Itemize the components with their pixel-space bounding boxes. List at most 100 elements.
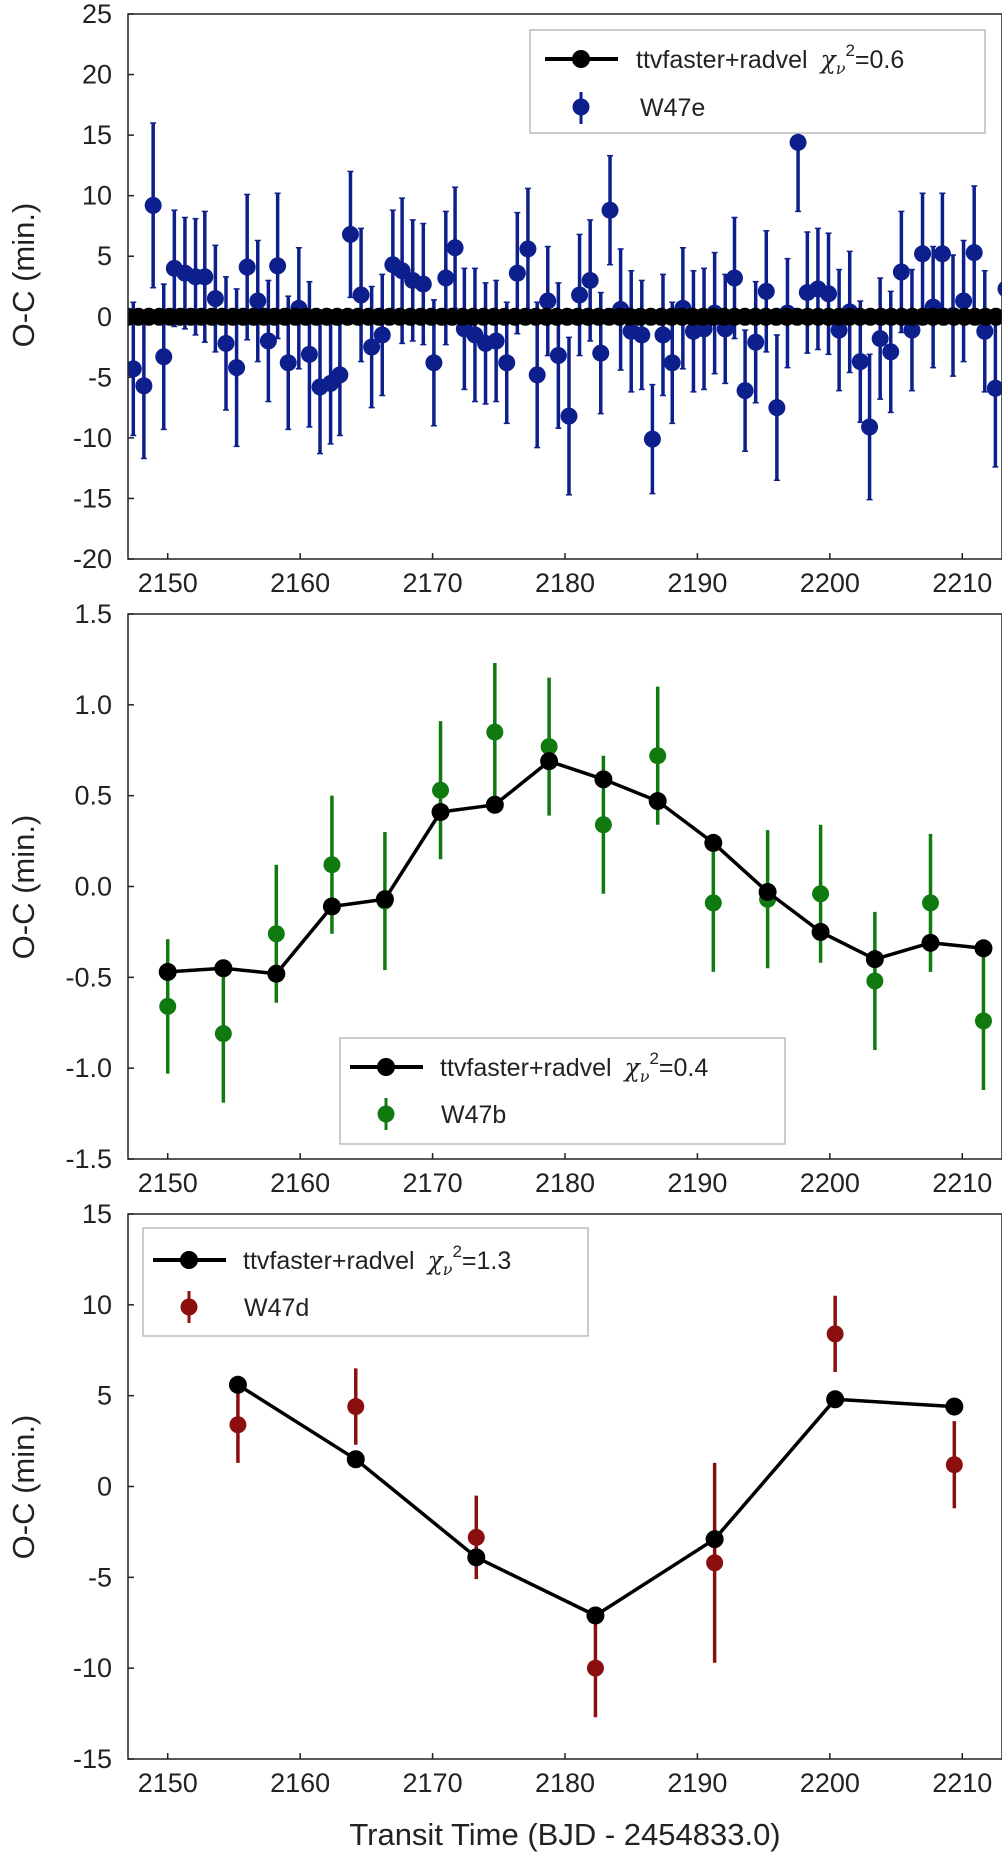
- data-point: [144, 196, 162, 214]
- x-tick-label: 2210: [932, 568, 992, 598]
- data-point: [663, 354, 681, 372]
- data-point: [217, 334, 235, 352]
- data-point: [539, 292, 557, 310]
- model-series: [158, 752, 993, 983]
- model-point: [346, 1450, 365, 1469]
- data-point: [528, 366, 546, 384]
- data-point: [267, 925, 285, 943]
- model-point: [214, 959, 233, 978]
- legend-box: [529, 29, 986, 134]
- legend-model-marker: [572, 50, 590, 68]
- data-point: [508, 264, 526, 282]
- legend-model-label: ttvfaster+radvel χν2=0.6: [636, 41, 904, 78]
- x-tick-label: 2190: [667, 1168, 727, 1198]
- plot-layer: [228, 1295, 964, 1718]
- x-tick-label: 2180: [535, 1168, 595, 1198]
- data-point: [432, 781, 450, 799]
- data-point: [128, 360, 142, 378]
- legend: ttvfaster+radvel χν2=1.3 W47d: [142, 1227, 589, 1337]
- data-point: [633, 326, 651, 344]
- model-point: [228, 1375, 247, 1394]
- y-tick-label: -10: [73, 423, 112, 453]
- data-point: [594, 816, 612, 834]
- model-point: [945, 1397, 964, 1416]
- data-point: [414, 275, 432, 293]
- x-tick-label: 2170: [403, 568, 463, 598]
- model-point: [811, 922, 830, 941]
- data-point: [323, 856, 341, 874]
- y-tick-label: 15: [82, 1199, 112, 1229]
- y-tick-label: 1.5: [74, 599, 112, 629]
- x-tick-label: 2200: [800, 1768, 860, 1798]
- data-point: [373, 326, 391, 344]
- plot-frame: [127, 13, 1002, 560]
- data-point: [540, 738, 558, 756]
- data-point: [851, 353, 869, 371]
- data-point: [269, 257, 287, 275]
- model-point: [540, 752, 559, 771]
- y-tick-label: 0: [97, 302, 112, 332]
- data-point: [135, 377, 153, 395]
- y-tick-label: -20: [73, 544, 112, 574]
- y-tick-label: 5: [97, 1381, 112, 1411]
- x-axis-label: Transit Time (BJD - 2454833.0): [349, 1817, 780, 1852]
- panel-w47b: O-C (min.) 1.5 1.0 0.5 0.0 -0.5 -1.0 -1.5 2150…: [6, 599, 1002, 1198]
- data-point: [300, 345, 318, 363]
- y-tick-label: 1.0: [74, 690, 112, 720]
- data-point: [560, 407, 578, 425]
- data-point: [196, 268, 214, 286]
- model-series: [228, 1375, 964, 1625]
- y-tick-label: 0: [97, 1472, 112, 1502]
- data-point: [933, 245, 951, 263]
- data-point: [425, 354, 443, 372]
- plot-area: [158, 663, 993, 1103]
- data-point: [945, 1456, 963, 1474]
- legend: ttvfaster+radvel χν2=0.4 W47b: [339, 1037, 786, 1145]
- x-tick-label: 2190: [667, 568, 727, 598]
- model-point: [467, 1548, 486, 1567]
- data-point: [643, 430, 661, 448]
- data-series-w47e: [128, 72, 1002, 501]
- data-point: [487, 332, 505, 350]
- data-series-w47b: [159, 663, 992, 1103]
- model-point: [267, 964, 286, 983]
- y-tick-label: 25: [82, 0, 112, 29]
- data-point: [812, 885, 830, 903]
- data-point: [214, 1025, 232, 1043]
- model-point: [158, 962, 177, 981]
- data-point: [352, 286, 370, 304]
- legend-data-label: W47b: [441, 1101, 506, 1129]
- model-point: [485, 795, 504, 814]
- plot-area: [228, 1295, 964, 1718]
- legend-data-marker: [572, 98, 590, 116]
- data-point: [249, 292, 267, 310]
- data-point: [974, 1012, 992, 1030]
- y-tick-label: 10: [82, 181, 112, 211]
- x-tick-label: 2150: [138, 1168, 198, 1198]
- data-point: [259, 332, 277, 350]
- y-ticks: 25 20 15 10 5 0 -5 -10 -15 -20: [73, 0, 134, 574]
- y-tick-label: 15: [82, 120, 112, 150]
- model-line: [167, 759, 984, 976]
- model-point: [986, 307, 1002, 326]
- data-point: [601, 201, 619, 219]
- x-tick-label: 2210: [932, 1768, 992, 1798]
- data-point: [446, 239, 464, 257]
- data-point: [866, 972, 884, 990]
- y-tick-label: -5: [88, 1562, 112, 1592]
- y-tick-label: 0.5: [74, 781, 112, 811]
- x-tick-label: 2170: [403, 1168, 463, 1198]
- model-point: [704, 833, 723, 852]
- data-point: [363, 338, 381, 356]
- legend-data-marker: [180, 1298, 198, 1316]
- x-tick-label: 2150: [138, 568, 198, 598]
- y-tick-label: -0.5: [65, 962, 112, 992]
- data-point: [581, 271, 599, 289]
- y-axis-label: O-C (min.): [6, 1415, 41, 1560]
- legend-model-label: ttvfaster+radvel χν2=0.4: [440, 1049, 708, 1086]
- y-ticks: 1.5 1.0 0.5 0.0 -0.5 -1.0 -1.5: [65, 599, 134, 1174]
- y-axis-label: O-C (min.): [6, 815, 41, 960]
- y-tick-label: -1.0: [65, 1053, 112, 1083]
- data-point: [976, 322, 994, 340]
- y-tick-label: 10: [82, 1290, 112, 1320]
